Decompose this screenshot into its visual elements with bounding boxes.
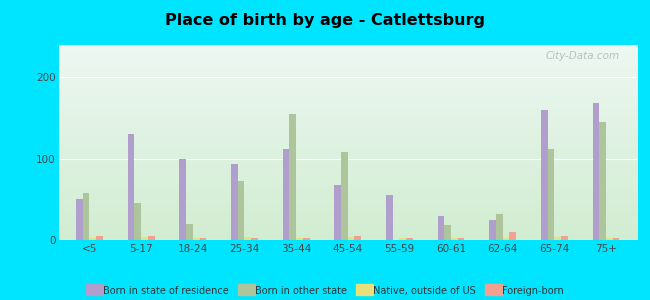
Bar bbox=[238, 181, 244, 240]
Bar bbox=[76, 200, 83, 240]
Text: City-Data.com: City-Data.com bbox=[545, 51, 619, 61]
Bar bbox=[289, 114, 296, 240]
Bar bbox=[437, 216, 445, 240]
Bar bbox=[127, 134, 135, 240]
Bar bbox=[231, 164, 238, 240]
Bar bbox=[386, 195, 393, 240]
Bar bbox=[593, 103, 599, 240]
Bar bbox=[186, 224, 193, 240]
Bar bbox=[135, 203, 141, 240]
Text: Place of birth by age - Catlettsburg: Place of birth by age - Catlettsburg bbox=[165, 14, 485, 28]
Bar bbox=[554, 237, 561, 240]
Bar bbox=[251, 238, 258, 240]
Bar bbox=[179, 159, 186, 240]
Bar bbox=[510, 232, 516, 240]
Bar bbox=[451, 238, 458, 240]
Bar bbox=[606, 238, 613, 240]
Bar bbox=[399, 238, 406, 240]
Bar bbox=[283, 149, 289, 240]
Bar bbox=[148, 236, 155, 240]
Bar bbox=[348, 237, 354, 240]
Bar bbox=[599, 122, 606, 240]
Bar bbox=[502, 238, 510, 240]
Bar bbox=[458, 238, 465, 240]
Bar bbox=[83, 193, 90, 240]
Bar bbox=[354, 236, 361, 240]
Bar bbox=[90, 238, 96, 240]
Bar bbox=[244, 237, 251, 240]
Legend: Born in state of residence, Born in other state, Native, outside of US, Foreign-: Born in state of residence, Born in othe… bbox=[83, 282, 567, 300]
Bar bbox=[193, 238, 200, 240]
Bar bbox=[334, 185, 341, 240]
Bar bbox=[96, 236, 103, 240]
Bar bbox=[613, 238, 619, 240]
Bar bbox=[141, 237, 148, 240]
Bar bbox=[445, 225, 451, 240]
Bar bbox=[496, 214, 502, 240]
Bar bbox=[200, 238, 206, 240]
Bar bbox=[406, 238, 413, 240]
Bar bbox=[303, 238, 309, 240]
Bar bbox=[489, 220, 496, 240]
Bar bbox=[541, 110, 548, 240]
Bar bbox=[561, 236, 568, 240]
Bar bbox=[341, 152, 348, 240]
Bar bbox=[296, 238, 303, 240]
Bar bbox=[548, 149, 554, 240]
